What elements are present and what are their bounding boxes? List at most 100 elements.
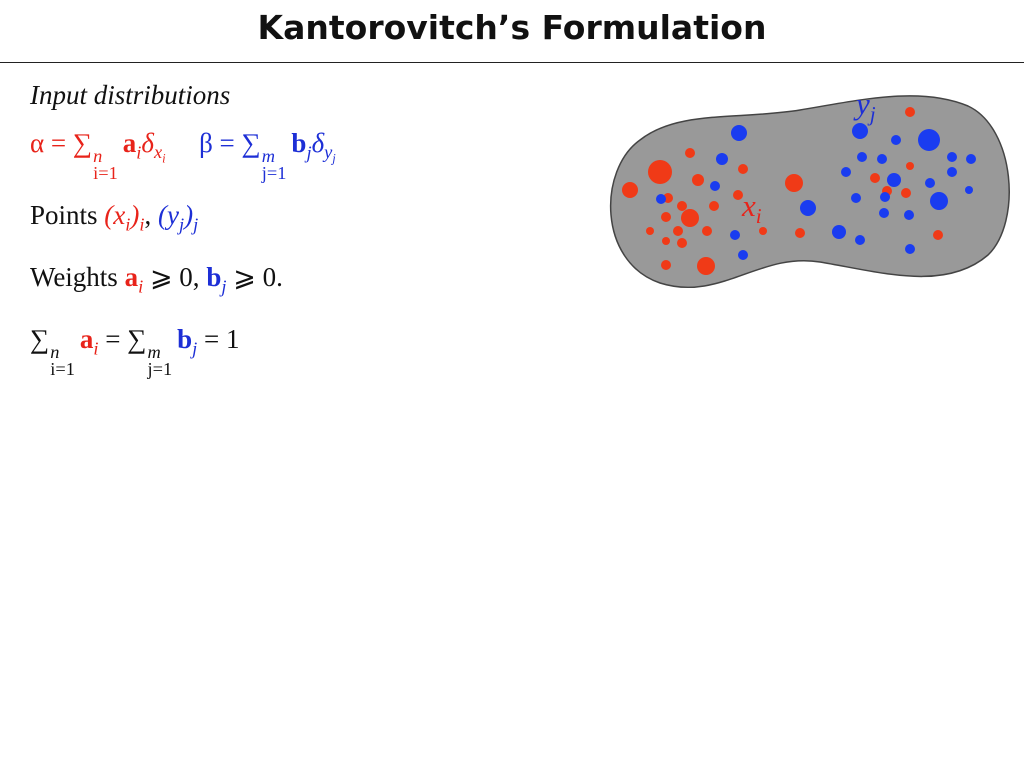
lower-limit: i=1: [50, 358, 75, 379]
point: [904, 210, 914, 220]
x-points: (xi)i: [104, 200, 144, 234]
point: [965, 186, 973, 194]
beta-formula: β = ∑ m j=1 bjδyj: [199, 128, 336, 182]
point: [710, 181, 720, 191]
index: j: [193, 214, 199, 235]
text: (y: [157, 200, 179, 230]
point: [877, 154, 887, 164]
point: [880, 192, 890, 202]
slide-title: Kantorovitch’s Formulation: [257, 8, 767, 47]
sum-limits: n i=1: [93, 146, 118, 183]
weights-line: Weights ai ⩾ 0, bj ⩾ 0.: [30, 262, 283, 297]
point: [879, 208, 889, 218]
point: [648, 160, 672, 184]
delta: δ: [311, 128, 325, 158]
point: [692, 174, 704, 186]
point: [901, 188, 911, 198]
text: ⩾ 0.: [233, 262, 283, 292]
label: Points: [30, 200, 98, 230]
upper-limit: n: [93, 146, 103, 167]
point: [906, 162, 914, 170]
point: [905, 107, 915, 117]
y-points: (yj)j: [157, 200, 198, 234]
index: j: [306, 142, 312, 163]
point: [947, 167, 957, 177]
point: [887, 173, 901, 187]
point: [677, 238, 687, 248]
weight: b: [291, 128, 307, 158]
weight: b: [206, 262, 222, 292]
sum-limits: m j=1: [147, 342, 173, 379]
point: [730, 230, 740, 240]
point: [925, 178, 935, 188]
point: [947, 152, 957, 162]
point: [702, 226, 712, 236]
a-weight: ai: [79, 324, 99, 358]
point: [662, 237, 670, 245]
point: [661, 212, 671, 222]
equals-one: = 1: [204, 324, 240, 354]
alpha-formula: α = ∑ n i=1 aiδxi: [30, 128, 172, 182]
heading: Input distributions: [30, 80, 231, 110]
upper-limit: n: [50, 342, 60, 363]
index: i: [139, 214, 145, 235]
point: [646, 227, 654, 235]
upper-limit: m: [261, 146, 276, 167]
point: [800, 200, 816, 216]
upper-limit: m: [147, 342, 161, 363]
points-line: Points (xi)i, (yj)j: [30, 200, 198, 235]
weight: a: [79, 324, 94, 354]
weight: a: [122, 128, 137, 158]
point-var: x: [153, 142, 163, 163]
point: [832, 225, 846, 239]
index: i: [755, 204, 762, 229]
lower-limit: j=1: [147, 358, 173, 379]
text: ⩾ 0,: [149, 262, 200, 292]
weight: a: [124, 262, 139, 292]
index: j: [869, 102, 876, 127]
index: j: [221, 276, 227, 297]
point: [851, 193, 861, 203]
b-weight: bj: [206, 262, 226, 296]
point: [966, 154, 976, 164]
sum-limits: n i=1: [50, 342, 75, 379]
title-rule: [0, 62, 1024, 63]
point: yj: [324, 142, 336, 166]
x-label: xi: [742, 188, 762, 229]
point: [870, 173, 880, 183]
comma: ,: [144, 200, 152, 230]
var: y: [856, 86, 870, 121]
point: [930, 192, 948, 210]
point: [731, 125, 747, 141]
point: [681, 209, 699, 227]
b-weight: bj: [177, 324, 197, 358]
lower-limit: i=1: [93, 162, 118, 183]
point: [891, 135, 901, 145]
sum-symbol: α = ∑: [30, 128, 93, 158]
domain-blob: [609, 95, 1010, 289]
index: j: [178, 214, 185, 235]
point: [738, 250, 748, 260]
point: [841, 167, 851, 177]
y-label: yj: [856, 86, 876, 127]
point: [622, 182, 638, 198]
point: [733, 190, 743, 200]
delta: δ: [141, 128, 154, 158]
point: [918, 129, 940, 151]
point: [673, 226, 683, 236]
point: [716, 153, 728, 165]
text: (x: [104, 200, 126, 230]
point: [759, 227, 767, 235]
point: [785, 174, 803, 192]
sum-symbol: β = ∑: [199, 128, 261, 158]
point: [697, 257, 715, 275]
sum-line: ∑ n i=1 ai = ∑ m j=1 bj = 1: [30, 324, 240, 379]
point: [905, 244, 915, 254]
point: [795, 228, 805, 238]
point: [709, 201, 719, 211]
point: [857, 152, 867, 162]
text: ): [184, 200, 194, 230]
lower-limit: j=1: [261, 162, 287, 183]
